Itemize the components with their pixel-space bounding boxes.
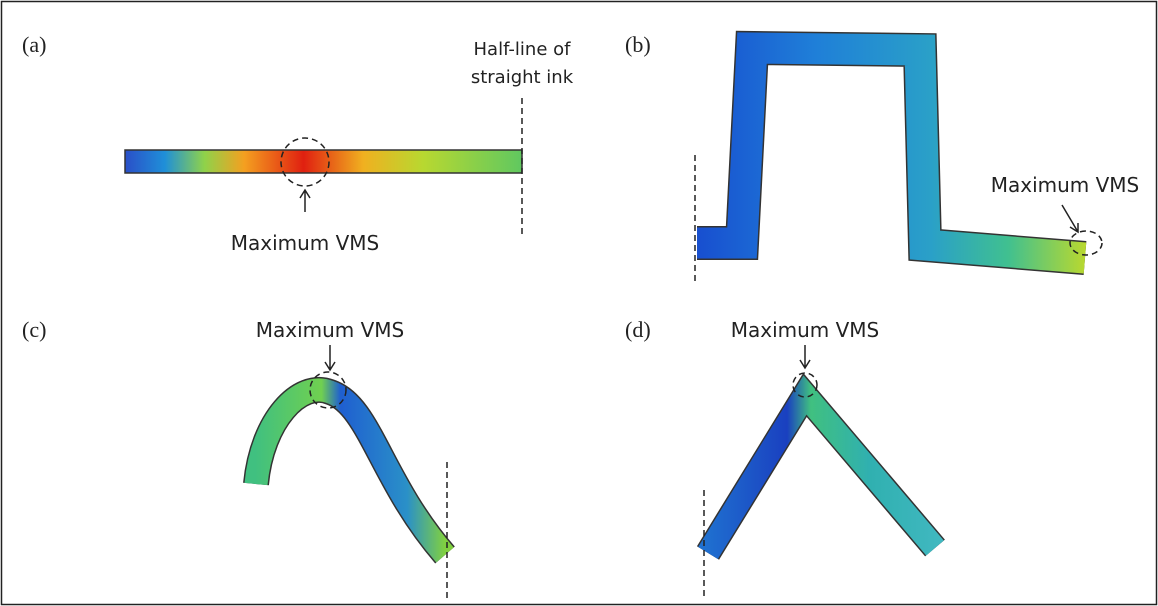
frame [2, 2, 1157, 605]
panel-a: (a) Maximum VMS Half-line of straight in… [22, 32, 574, 255]
arrow [300, 190, 310, 212]
annotation: Maximum VMS [256, 318, 405, 342]
panel-label: (a) [22, 32, 46, 57]
panel-label: (c) [22, 317, 46, 342]
note: Half-line of [474, 39, 572, 60]
ink-shape [256, 390, 445, 555]
arrow [325, 345, 335, 370]
panel-b: (b) Maximum VMS [625, 32, 1139, 282]
panel-label: (b) [625, 32, 651, 57]
panel-c: (c) Maximum VMS [22, 317, 447, 600]
annotation: Maximum VMS [231, 231, 380, 255]
annotation: Maximum VMS [991, 173, 1140, 197]
panel-label: (d) [625, 317, 651, 342]
straight-ink [125, 150, 522, 173]
arrow [1062, 205, 1078, 232]
panel-d: (d) Maximum VMS [625, 317, 935, 600]
annotation: Maximum VMS [731, 318, 880, 342]
note: straight ink [471, 67, 574, 88]
arrow [800, 345, 810, 368]
ink-shape [697, 48, 1085, 258]
figure: (a) Maximum VMS Half-line of straight in… [0, 0, 1158, 606]
